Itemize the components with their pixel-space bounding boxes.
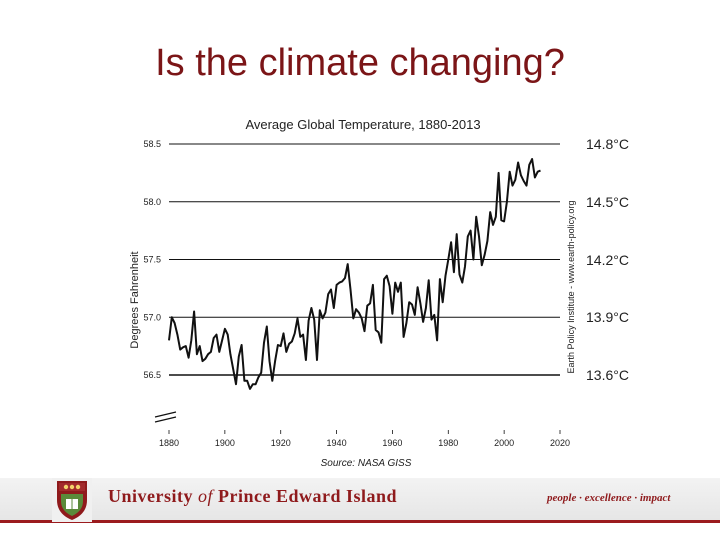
celsius-label: 14.5°C [586,193,629,210]
y-axis-label: Degrees Fahrenheit [129,251,141,348]
grid-lines [169,143,560,376]
temperature-series-line [168,158,541,390]
chart-title: Average Global Temperature, 1880-2013 [245,117,480,132]
y-tick-label: 56.5 [143,370,161,380]
x-tick-label: 1880 [159,438,179,448]
university-name: University of Prince Edward Island [108,486,398,506]
side-credit: Earth Policy Institute - www.earth-polic… [566,201,576,374]
celsius-label: 14.8°C [586,136,629,152]
footer-band [0,478,720,520]
y-tick-labels: 58.5 58.0 57.5 57.0 56.5 [143,139,161,380]
celsius-label: 14.2°C [586,251,629,268]
x-tick-label: 1980 [438,438,458,448]
x-tick-label: 1920 [271,438,291,448]
y-tick-label: 58.0 [143,197,161,207]
x-tick-label: 1940 [327,438,347,448]
x-tick-label: 2020 [550,438,570,448]
y-tick-label: 58.5 [143,139,161,149]
celsius-label: 13.6°C [586,367,629,383]
tagline: people · excellence · impact [547,492,671,504]
y-tick-label: 57.5 [143,255,161,265]
x-tick-label: 1960 [382,438,402,448]
x-tick-label: 1900 [215,438,235,448]
celsius-label: 13.9°C [586,309,629,326]
x-tick-labels: 1880 1900 1920 1940 1960 1980 2000 2020 [159,430,570,448]
slide-title: Is the climate changing? [155,42,565,84]
footer-accent-line [0,520,720,523]
axis-break-marker [154,411,177,423]
y-tick-label: 57.0 [143,312,161,322]
source-label: Source: NASA GISS [321,458,412,469]
university-crest-icon [52,478,92,522]
x-tick-label: 2000 [494,438,514,448]
